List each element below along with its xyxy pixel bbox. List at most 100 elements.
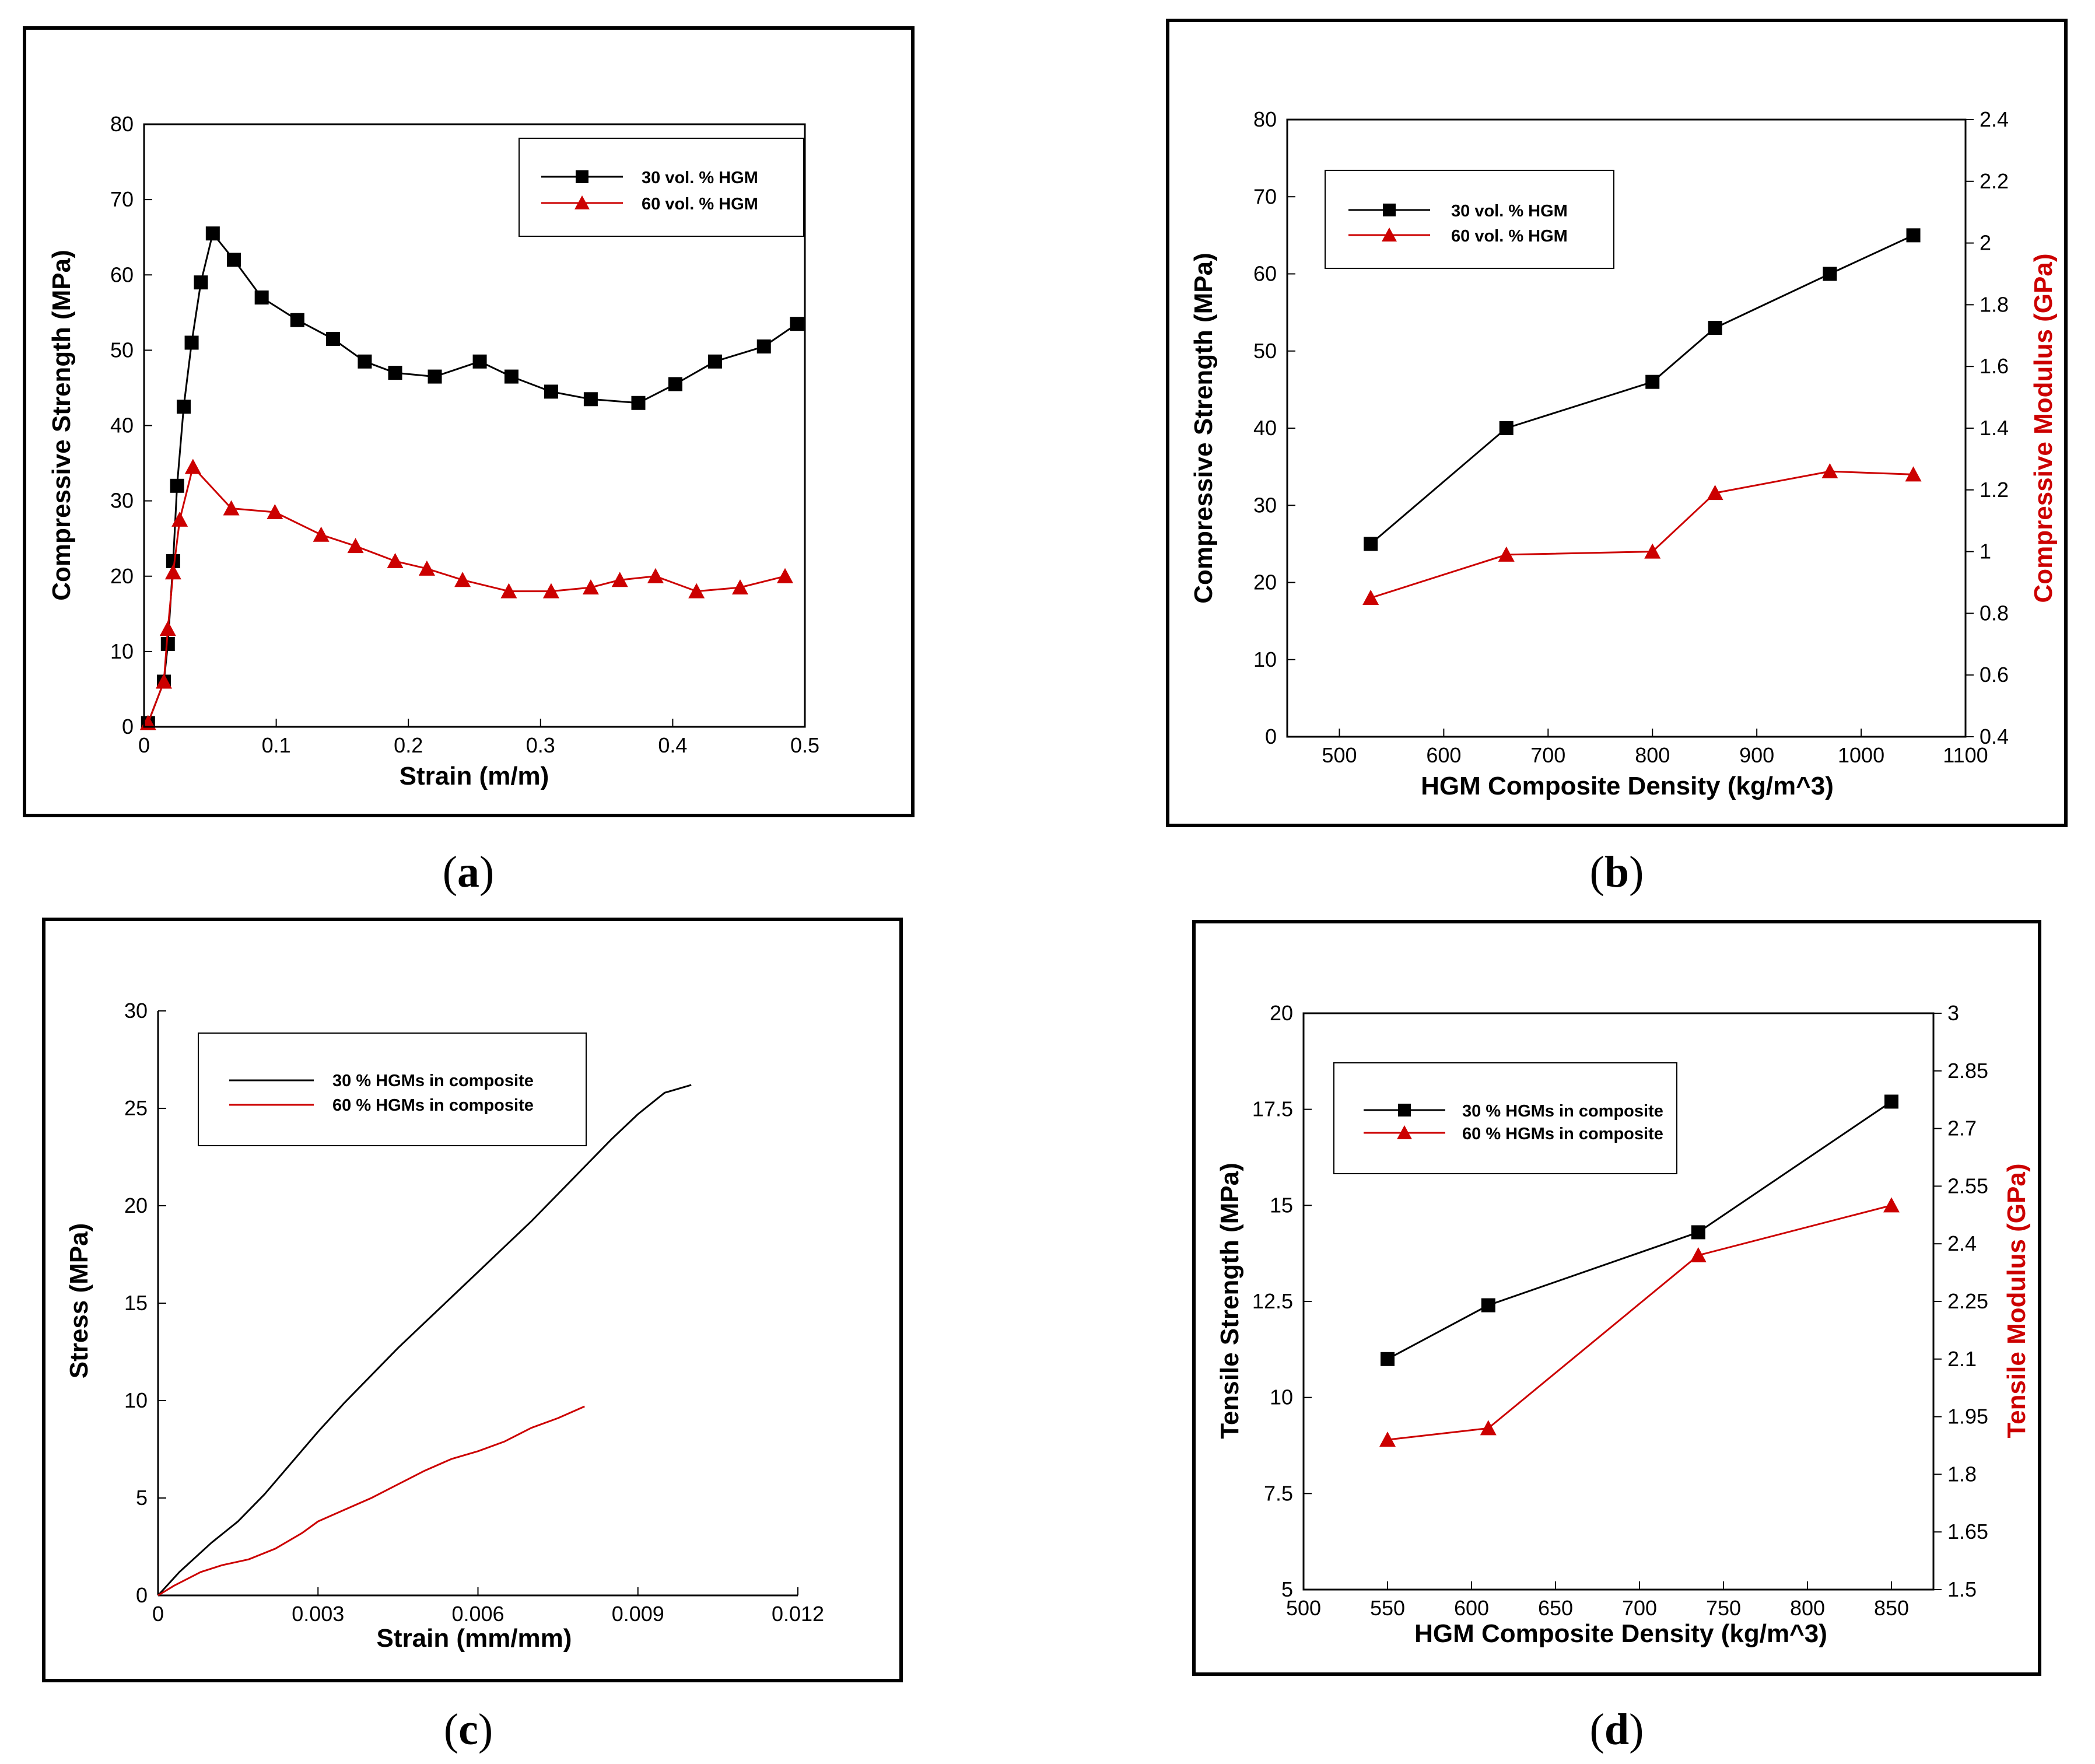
panel-a-series-2-point	[454, 572, 471, 587]
panel-a-series-2-point	[347, 538, 364, 554]
panel-a-x-axis-label: Strain (m/m)	[400, 762, 549, 790]
panel-d-y2-tick-label: 2.55	[1947, 1174, 1988, 1198]
panel-d-y-tick-label: 7.5	[1264, 1481, 1293, 1505]
panel-a-series-2-point	[267, 503, 283, 519]
panel-b-x-tick-label: 600	[1426, 743, 1461, 767]
panel-b-series-1-point	[1499, 421, 1514, 435]
panel-a-x-tick-label: 0	[138, 733, 150, 757]
panel-a-series-2-point	[731, 579, 748, 595]
panel-a-series-2-point	[171, 511, 188, 527]
panel-d-plot: 500 550 600 650 700 750 800 850 5 7.5 10 12.5 15 17.5…	[1252, 1001, 1988, 1620]
panel-a-x-tick-label: 0.4	[658, 733, 687, 757]
panel-a-series-1-point	[504, 369, 519, 384]
panel-a-series-1-point	[170, 478, 184, 493]
panel-b-series-1-point	[1645, 374, 1660, 389]
panel-b-x-tick-label: 1000	[1838, 743, 1884, 767]
panel-a-y-tick-label: 50	[110, 338, 134, 362]
panel-a-x-tick-label: 0.2	[394, 733, 423, 757]
panel-b-y2-tick-label: 0.8	[1980, 601, 2009, 625]
panel-b-y2-tick-label: 1	[1980, 540, 1991, 564]
panel-a-series-2-point	[688, 583, 705, 598]
panel-a-series-1-point	[227, 253, 241, 267]
panel-c-y-axis-label: Stress (MPa)	[65, 1223, 93, 1379]
panel-a-series-1-point	[358, 354, 372, 369]
panel-b-legend-marker-1	[1383, 204, 1396, 216]
panel-b-x-tick-label: 800	[1635, 743, 1670, 767]
panel-d-y2-tick-label: 2.25	[1947, 1289, 1988, 1313]
panel-d-series-2-point	[1379, 1432, 1396, 1447]
panel-a-series-1-point	[707, 354, 722, 369]
panel-c-x-tick-label: 0.003	[292, 1602, 344, 1626]
panel-b-y2-tick-label: 0.6	[1980, 663, 2009, 687]
panel-a-plot: 0 0.1 0.2 0.3 0.4 0.5 0 10 20 30 40 50 60 70 80	[110, 112, 819, 757]
panel-c-series-2-line	[157, 1405, 585, 1597]
panel-a-series-1-line	[147, 232, 798, 724]
panel-c-y-tick-label: 15	[124, 1291, 148, 1315]
panel-b-x-tick-label: 900	[1739, 743, 1774, 767]
panel-b-legend-label-2: 60 vol. % HGM	[1451, 227, 1568, 246]
panel-d-y2-tick-label: 1.95	[1947, 1405, 1988, 1429]
panel-d: 500 550 600 650 700 750 800 850 5 7.5 10 12.5 15 17.5…	[1192, 920, 2041, 1754]
panel-d-series-2-point	[1690, 1247, 1707, 1262]
panel-a-series-1-point	[756, 339, 771, 354]
panel-b-y2-tick-label: 1.8	[1980, 292, 2009, 316]
panel-a-series-2-point	[777, 568, 794, 583]
panel-c-caption: (c)	[444, 1705, 493, 1754]
panel-d-legend-label-2: 60 % HGMs in composite	[1462, 1125, 1663, 1143]
panel-c-plot: 0 0.003 0.006 0.009 0.012 0 5 10 15 20 25 30	[124, 999, 824, 1626]
panel-d-y2-axis-label: Tensile Modulus (GPa)	[2002, 1163, 2031, 1438]
panel-b-legend-label-1: 30 vol. % HGM	[1451, 202, 1568, 220]
panel-a-series-1-point	[583, 392, 598, 407]
panel-c-x-tick-label: 0	[152, 1602, 164, 1626]
panel-b-y2-tick-label: 2.4	[1980, 107, 2009, 131]
panel-b-series-1-point	[1708, 321, 1722, 335]
panel-a-series-2-point	[500, 583, 517, 598]
panel-a-series-2-point	[223, 500, 240, 516]
panel-d-series-1-point	[1691, 1225, 1705, 1240]
panel-a-series-1-point	[544, 384, 558, 399]
panel-b-series-1-point	[1364, 537, 1378, 551]
panel-a-y-tick-label: 10	[110, 639, 134, 663]
panel-d-axes-box	[1302, 1012, 1935, 1591]
panel-a-x-tick-label: 0.3	[526, 733, 555, 757]
panel-b-series-2-point	[1644, 543, 1661, 559]
panel-a-series-1-point	[290, 313, 304, 327]
panel-b-y-tick-label: 0	[1265, 724, 1277, 748]
panel-b-y-tick-label: 60	[1253, 262, 1277, 286]
panel-a-caption: (a)	[443, 848, 495, 897]
panel-b-axes-box	[1286, 118, 1967, 738]
panel-b-y-axis-label: Compressive Strength (MPa)	[1189, 253, 1218, 603]
panel-d-x-tick-label: 500	[1286, 1596, 1321, 1620]
panel-d-y2-tick-label: 2.1	[1947, 1347, 1977, 1371]
panel-d-x-tick-label: 650	[1538, 1596, 1573, 1620]
panel-d-y-tick-label: 15	[1270, 1193, 1293, 1217]
panel-d-y-axis-label: Tensile Strength (MPa)	[1215, 1163, 1244, 1438]
panel-c-frame	[42, 918, 903, 1682]
panel-a-y-tick-label: 80	[110, 112, 134, 136]
panel-a-series-1-point	[428, 369, 442, 384]
panel-a-series-1-point	[790, 317, 804, 331]
panel-a-y-tick-label: 20	[110, 564, 134, 588]
panel-d-frame	[1192, 920, 2041, 1676]
panel-a-axes-box	[143, 123, 806, 728]
panel-d-y-tick-label: 17.5	[1252, 1097, 1293, 1121]
panel-c-x-tick-label: 0.006	[451, 1602, 504, 1626]
panel-b-x-tick-label: 700	[1530, 743, 1565, 767]
panel-a-series-2-point	[582, 579, 599, 595]
panel-a-series-1-point	[254, 290, 269, 304]
panel-d-x-tick-label: 850	[1874, 1596, 1909, 1620]
panel-c-x-tick-label: 0.009	[612, 1602, 664, 1626]
panel-c: 0 0.003 0.006 0.009 0.012 0 5 10 15 20 25 30 30 % H…	[42, 918, 903, 1754]
panel-a-y-tick-label: 30	[110, 489, 134, 513]
panel-b-x-tick-label: 1100	[1943, 743, 1988, 767]
panel-a-series-2-point	[184, 459, 201, 474]
panel-a-legend-label-2: 60 vol. % HGM	[642, 195, 758, 214]
panel-c-y-tick-label: 0	[136, 1583, 148, 1607]
panel-d-y-tick-label: 10	[1270, 1385, 1293, 1409]
panel-b-series-2-line	[1370, 470, 1914, 599]
panel-a-y-tick-label: 0	[122, 715, 134, 738]
panel-a-series-1-point	[388, 366, 402, 380]
panel-a-series-2-point	[647, 568, 664, 583]
panel-d-series-2-point	[1883, 1197, 1900, 1213]
panel-a-series-1-point	[631, 396, 646, 410]
